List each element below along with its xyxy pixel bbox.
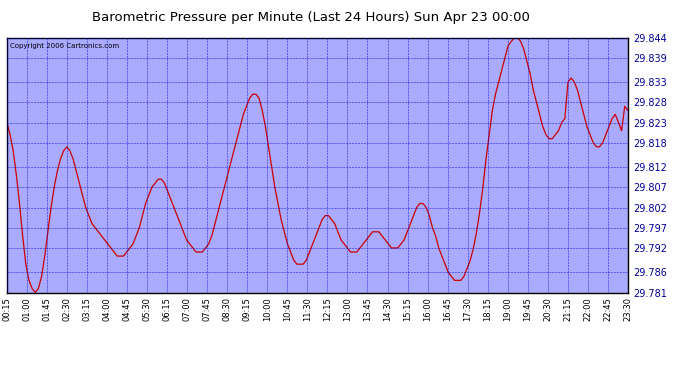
Text: Barometric Pressure per Minute (Last 24 Hours) Sun Apr 23 00:00: Barometric Pressure per Minute (Last 24 … (92, 11, 529, 24)
Text: Copyright 2006 Cartronics.com: Copyright 2006 Cartronics.com (10, 43, 119, 49)
